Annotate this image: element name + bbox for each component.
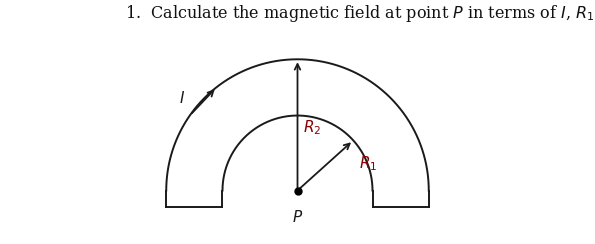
Text: $P$: $P$ [292, 209, 303, 225]
Text: $R_2$: $R_2$ [303, 118, 321, 137]
Text: $I$: $I$ [180, 90, 186, 106]
Text: $R_1$: $R_1$ [359, 154, 378, 173]
Text: 1.  Calculate the magnetic field at point $P$ in terms of $I$, $R_1$ and $R_2$: 1. Calculate the magnetic field at point… [125, 3, 595, 24]
